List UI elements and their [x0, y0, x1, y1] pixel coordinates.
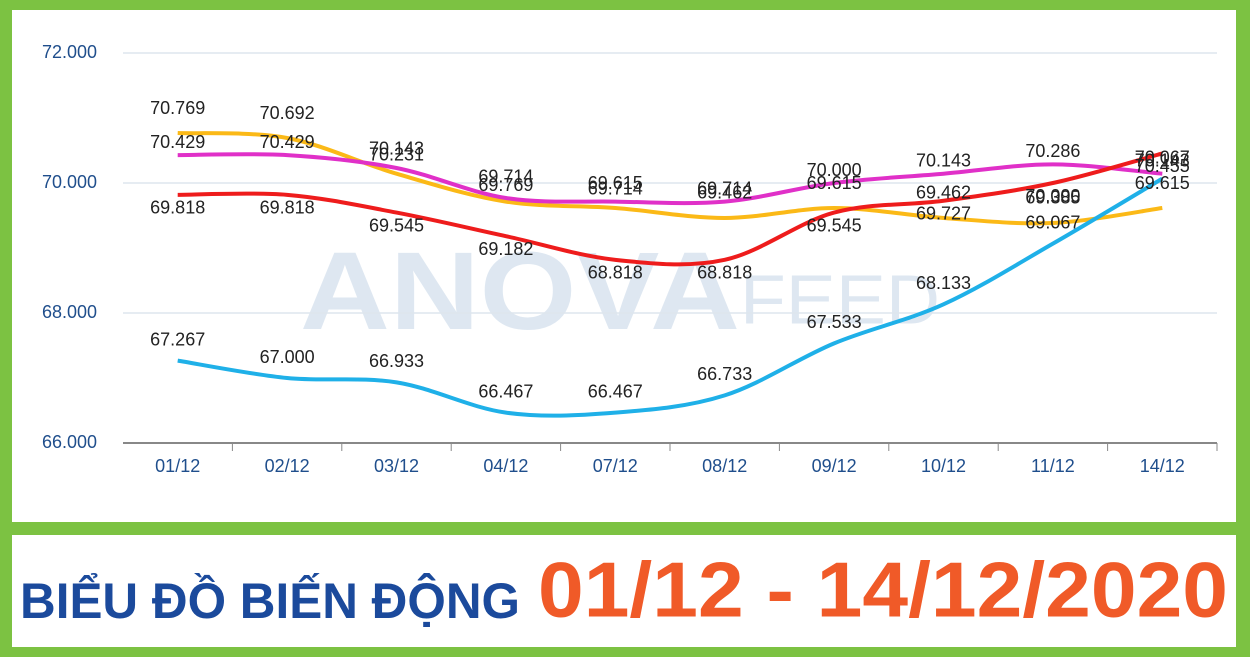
data-label: 69.714 [697, 178, 752, 198]
x-tick-label: 01/12 [155, 456, 200, 476]
data-label: 70.429 [260, 132, 315, 152]
y-tick-label: 68.000 [42, 302, 97, 322]
data-label: 70.429 [150, 132, 205, 152]
data-label: 70.769 [150, 98, 205, 118]
x-tick-label: 09/12 [812, 456, 857, 476]
data-label: 69.769 [478, 175, 533, 195]
data-label: 69.462 [697, 183, 752, 203]
x-tick-label: 04/12 [483, 456, 528, 476]
data-label: 69.714 [478, 166, 533, 186]
series-line [177, 151, 1163, 267]
data-label: 70.000 [807, 160, 862, 180]
data-label: 66.467 [588, 381, 643, 401]
y-tick-label: 70.000 [42, 172, 97, 192]
y-tick-label: 66.000 [42, 432, 97, 452]
watermark: ANOVA [300, 230, 740, 353]
data-label: 67.000 [260, 347, 315, 367]
data-label: 69.545 [369, 215, 424, 235]
data-label: 69.818 [260, 198, 315, 218]
data-label: 69.182 [478, 239, 533, 259]
data-label: 70.143 [1135, 150, 1190, 170]
data-label: 70.000 [1025, 186, 1080, 206]
data-label: 70.286 [1025, 141, 1080, 161]
title: BIỂU ĐỒ BIẾN ĐỘNG [20, 572, 520, 629]
data-label: 70.143 [916, 150, 971, 170]
data-label: 67.533 [807, 312, 862, 332]
plot-panel [12, 10, 1236, 522]
data-label: 70.231 [369, 145, 424, 165]
data-label: 69.615 [807, 173, 862, 193]
data-label: 69.714 [588, 178, 643, 198]
data-label: 69.545 [807, 215, 862, 235]
x-tick-label: 10/12 [921, 456, 966, 476]
data-label: 69.818 [150, 198, 205, 218]
data-label: 69.385 [1025, 188, 1080, 208]
data-label: 70.692 [260, 103, 315, 123]
watermark: FEED [740, 260, 940, 338]
data-label: 66.467 [478, 381, 533, 401]
x-tick-label: 08/12 [702, 456, 747, 476]
x-tick-label: 14/12 [1140, 456, 1185, 476]
data-label: 69.615 [588, 173, 643, 193]
data-label: 69.067 [1025, 212, 1080, 232]
data-label: 67.267 [150, 329, 205, 349]
data-label: 66.933 [369, 351, 424, 371]
data-label: 69.727 [916, 203, 971, 223]
y-tick-label: 72.000 [42, 42, 97, 62]
series-line [177, 176, 1164, 418]
data-label: 66.733 [697, 364, 752, 384]
data-label: 70.455 [1135, 156, 1190, 176]
data-label: 68.818 [588, 263, 643, 283]
banner [12, 535, 1236, 647]
data-label: 70.067 [1135, 147, 1190, 167]
x-tick-label: 03/12 [374, 456, 419, 476]
subtitle: 01/12 - 14/12/2020 [538, 546, 1228, 634]
series-line [177, 131, 1163, 226]
series-line [177, 152, 1163, 206]
x-tick-label: 02/12 [265, 456, 310, 476]
data-label: 69.462 [916, 183, 971, 203]
x-tick-label: 11/12 [1031, 456, 1075, 476]
x-tick-label: 07/12 [593, 456, 638, 476]
data-label: 69.615 [1135, 173, 1190, 193]
data-label: 70.143 [369, 138, 424, 158]
data-label: 68.818 [697, 263, 752, 283]
data-label: 68.133 [916, 273, 971, 293]
